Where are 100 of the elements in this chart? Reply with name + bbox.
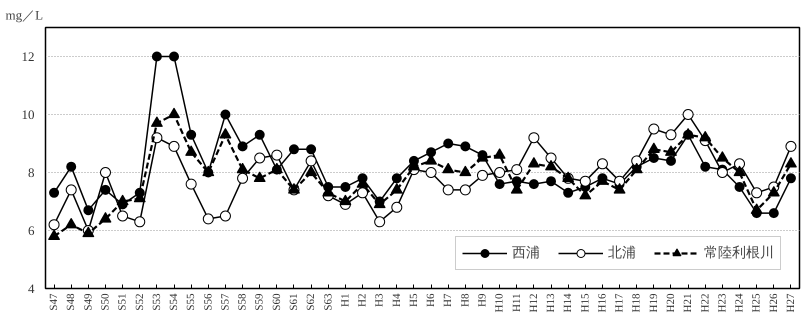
legend-label: 西浦 <box>512 244 540 262</box>
point <box>186 130 196 140</box>
point <box>168 140 180 152</box>
point <box>528 156 540 168</box>
point <box>494 167 506 178</box>
point <box>750 203 763 214</box>
x-tick-label: S49 <box>82 293 94 311</box>
x-tick-label: S54 <box>168 293 180 311</box>
point <box>49 188 60 198</box>
x-tick-label: H6 <box>425 293 438 307</box>
point <box>460 184 471 196</box>
x-tick-label: H11 <box>510 293 523 312</box>
point <box>546 152 557 164</box>
point <box>666 156 676 166</box>
point <box>528 132 540 144</box>
x-tick-label: S48 <box>65 293 78 311</box>
x-tick-label: S57 <box>219 293 232 311</box>
x-tick-label: H2 <box>356 293 369 307</box>
y-axis-title: mg／L <box>6 8 44 22</box>
x-tick-label: H23 <box>716 293 728 312</box>
point <box>305 166 318 176</box>
point <box>254 171 266 182</box>
point <box>152 52 162 62</box>
x-tick-label: S62 <box>305 293 318 311</box>
point <box>511 164 522 176</box>
point <box>357 187 368 198</box>
point <box>768 208 779 218</box>
point <box>168 108 180 118</box>
point <box>716 167 728 178</box>
point <box>116 194 129 206</box>
point <box>734 166 746 176</box>
y-tick-label: 12 <box>22 49 34 64</box>
x-tick-label: S52 <box>134 293 146 311</box>
point <box>66 162 76 172</box>
point <box>185 145 198 156</box>
x-tick-label: H16 <box>596 293 608 312</box>
point <box>426 147 436 158</box>
x-tick-label: H24 <box>734 293 746 312</box>
x-tick-label: S47 <box>48 293 60 311</box>
x-tick-label: H5 <box>408 293 420 307</box>
point <box>563 188 574 198</box>
point <box>99 212 112 223</box>
point <box>186 178 197 190</box>
x-tick-label: S53 <box>150 293 163 311</box>
point <box>682 109 694 120</box>
point <box>426 167 437 178</box>
point <box>237 172 248 184</box>
x-tick-label: H22 <box>699 293 712 312</box>
point <box>392 173 402 184</box>
point <box>390 183 403 194</box>
y-tick-label: 6 <box>28 223 35 238</box>
x-tick-label: H21 <box>682 293 694 312</box>
x-tick-label: H14 <box>562 293 574 312</box>
point <box>528 179 539 190</box>
point <box>442 184 454 196</box>
point <box>545 160 558 170</box>
point <box>459 166 472 176</box>
point <box>117 210 128 222</box>
point <box>48 229 60 240</box>
x-tick-label: H8 <box>459 293 472 307</box>
x-tick-label: H9 <box>476 293 488 307</box>
point <box>134 216 146 228</box>
point <box>48 219 60 230</box>
point <box>476 170 488 181</box>
point <box>150 116 163 127</box>
point <box>664 145 677 156</box>
x-tick-label: H18 <box>630 293 643 312</box>
point <box>238 141 248 152</box>
point <box>254 152 266 164</box>
point <box>734 182 745 192</box>
x-tick-label: H27 <box>784 293 797 312</box>
point <box>786 173 796 184</box>
point <box>202 213 214 224</box>
x-tick-label: H25 <box>750 293 763 312</box>
point <box>306 144 316 154</box>
point <box>785 140 796 152</box>
x-tick-label: S51 <box>116 293 129 311</box>
x-tick-label: S56 <box>202 293 214 311</box>
point <box>442 162 454 174</box>
point <box>66 184 77 196</box>
x-tick-label: H4 <box>390 293 403 307</box>
point <box>220 110 230 120</box>
x-tick-label: H19 <box>648 293 660 312</box>
point <box>100 184 110 195</box>
x-tick-label: S61 <box>288 293 300 311</box>
x-tick-label: H20 <box>664 293 677 312</box>
x-tick-label: H17 <box>614 293 626 312</box>
x-tick-label: S60 <box>270 293 283 311</box>
point <box>391 202 402 213</box>
point <box>443 138 454 148</box>
x-tick-label: S58 <box>236 293 249 311</box>
point <box>306 155 317 166</box>
point <box>288 144 299 154</box>
x-tick-label: H3 <box>374 293 386 307</box>
point <box>169 52 180 62</box>
point <box>648 142 660 153</box>
point <box>751 187 762 198</box>
point <box>254 130 265 140</box>
x-tick-label: S59 <box>254 293 266 311</box>
point <box>83 205 94 216</box>
